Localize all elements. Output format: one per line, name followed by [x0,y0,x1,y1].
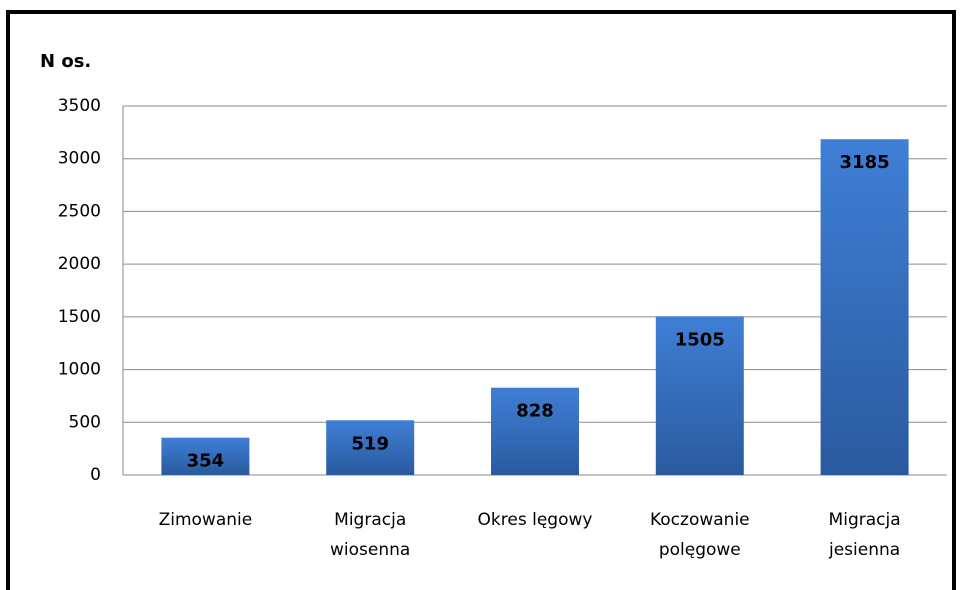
x-tick-label: Okres lęgowy [478,510,593,530]
y-tick-label: 2000 [58,254,101,274]
value-label: 354 [187,451,225,472]
y-tick-label: 3500 [58,96,101,116]
x-tick-label: Zimowanie [159,510,253,530]
x-tick-label: Migracja [334,510,406,530]
bar [161,437,250,475]
y-tick-label: 1000 [58,360,101,380]
value-label: 1505 [675,329,725,350]
y-tick-label: 0 [90,465,101,485]
y-axis-label: N os. [40,51,91,72]
value-label: 3185 [840,152,890,173]
y-tick-label: 2500 [58,201,101,221]
y-tick-label: 3000 [58,149,101,169]
bar [326,420,415,475]
x-tick-label: jesienna [828,540,900,560]
x-tick-label: polęgowe [659,540,741,560]
x-tick-label: Koczowanie [650,510,750,530]
y-tick-label: 500 [69,412,101,432]
value-label: 828 [516,401,554,422]
value-label: 519 [351,433,389,454]
x-tick-label: Migracja [829,510,901,530]
y-tick-label: 1500 [58,307,101,327]
x-tick-label: wiosenna [330,540,410,560]
bar [820,139,909,475]
bar [655,316,744,475]
frame [6,10,956,590]
bar [491,387,579,475]
